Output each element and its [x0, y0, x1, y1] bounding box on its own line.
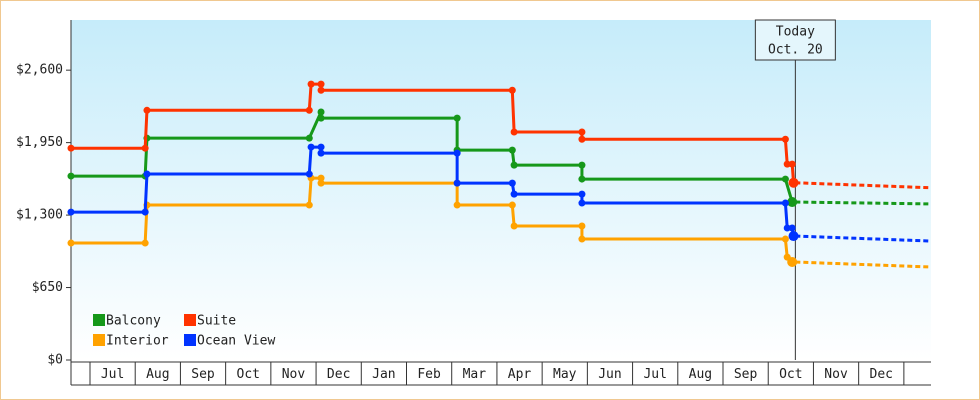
price-point: [317, 143, 325, 151]
forecast-line: [795, 260, 932, 269]
price-point: [141, 208, 149, 216]
today-label: Today: [776, 25, 815, 40]
y-tick-label: $650: [32, 280, 63, 295]
price-point: [508, 201, 516, 209]
price-point: [305, 170, 313, 178]
legend-label: Interior: [106, 334, 169, 349]
price-point: [453, 179, 461, 187]
x-tick-label: Jul: [101, 367, 124, 382]
x-tick-label: Aug: [689, 367, 712, 382]
price-point: [578, 161, 586, 169]
price-point: [510, 161, 518, 169]
price-point: [317, 174, 325, 182]
price-point: [781, 235, 789, 243]
x-tick-label: Feb: [417, 367, 441, 382]
price-point: [67, 144, 75, 152]
price-point: [305, 201, 313, 209]
x-tick-label: Dec: [870, 367, 893, 382]
price-point: [787, 197, 798, 208]
price-point: [305, 134, 313, 142]
y-tick-label: $0: [47, 353, 63, 368]
price-point: [783, 160, 791, 168]
legend-swatch: [93, 314, 105, 326]
price-point: [787, 257, 798, 268]
price-point: [788, 177, 799, 188]
x-tick-label: Sep: [734, 367, 758, 382]
price-point: [508, 179, 516, 187]
x-tick-label: Oct: [237, 367, 260, 382]
today-box: [754, 19, 836, 61]
price-point: [781, 175, 789, 183]
price-point: [67, 208, 75, 216]
price-point: [141, 239, 149, 247]
price-point: [578, 135, 586, 143]
price-point: [508, 86, 516, 94]
price-point: [67, 239, 75, 247]
price-line: [71, 176, 794, 264]
price-point: [141, 144, 149, 152]
price-point: [788, 160, 796, 168]
x-tick-label: Jan: [372, 367, 395, 382]
x-tick-label: Dec: [327, 367, 350, 382]
x-tick-label: May: [553, 367, 577, 382]
forecast-line: [795, 181, 932, 190]
price-point: [317, 179, 325, 187]
price-point: [317, 86, 325, 94]
forecast-line: [795, 234, 932, 243]
legend-label: Suite: [197, 314, 236, 329]
price-point: [508, 146, 516, 154]
x-tick-label: Sep: [191, 367, 215, 382]
y-tick-label: $1,950: [16, 135, 63, 150]
legend-label: Ocean View: [197, 334, 275, 349]
price-point: [781, 199, 789, 207]
price-point: [578, 175, 586, 183]
today-label: Oct. 20: [768, 43, 823, 58]
y-tick-label: $2,600: [16, 63, 63, 78]
price-point: [453, 201, 461, 209]
price-point: [578, 235, 586, 243]
price-point: [317, 80, 325, 88]
price-point: [578, 222, 586, 230]
forecast-line: [795, 200, 932, 206]
price-point: [781, 135, 789, 143]
y-tick-label: $1,300: [16, 208, 63, 223]
x-tick-label: Nov: [282, 367, 306, 382]
price-point: [317, 114, 325, 122]
price-point: [307, 80, 315, 88]
x-tick-label: Nov: [824, 367, 848, 382]
x-tick-label: Apr: [508, 367, 532, 382]
price-point: [305, 106, 313, 114]
price-point: [453, 114, 461, 122]
price-point: [578, 128, 586, 136]
price-point: [453, 149, 461, 157]
legend-label: Balcony: [106, 314, 161, 329]
price-point: [317, 108, 325, 116]
price-point: [578, 190, 586, 198]
price-point: [67, 172, 75, 180]
legend-swatch: [184, 334, 196, 346]
x-tick-label: Mar: [463, 367, 487, 382]
price-point: [510, 128, 518, 136]
x-tick-label: Oct: [779, 367, 802, 382]
x-tick-label: Jul: [643, 367, 666, 382]
price-point: [788, 231, 799, 242]
price-point: [307, 143, 315, 151]
price-point: [510, 222, 518, 230]
x-tick-label: Jun: [598, 367, 621, 382]
legend-swatch: [93, 334, 105, 346]
plot-area: [71, 20, 931, 360]
price-point: [788, 224, 796, 232]
price-point: [317, 149, 325, 157]
price-point: [143, 106, 151, 114]
price-point: [578, 199, 586, 207]
price-point: [510, 190, 518, 198]
x-tick-label: Aug: [146, 367, 169, 382]
price-point: [783, 224, 791, 232]
price-point: [143, 170, 151, 178]
legend-swatch: [184, 314, 196, 326]
